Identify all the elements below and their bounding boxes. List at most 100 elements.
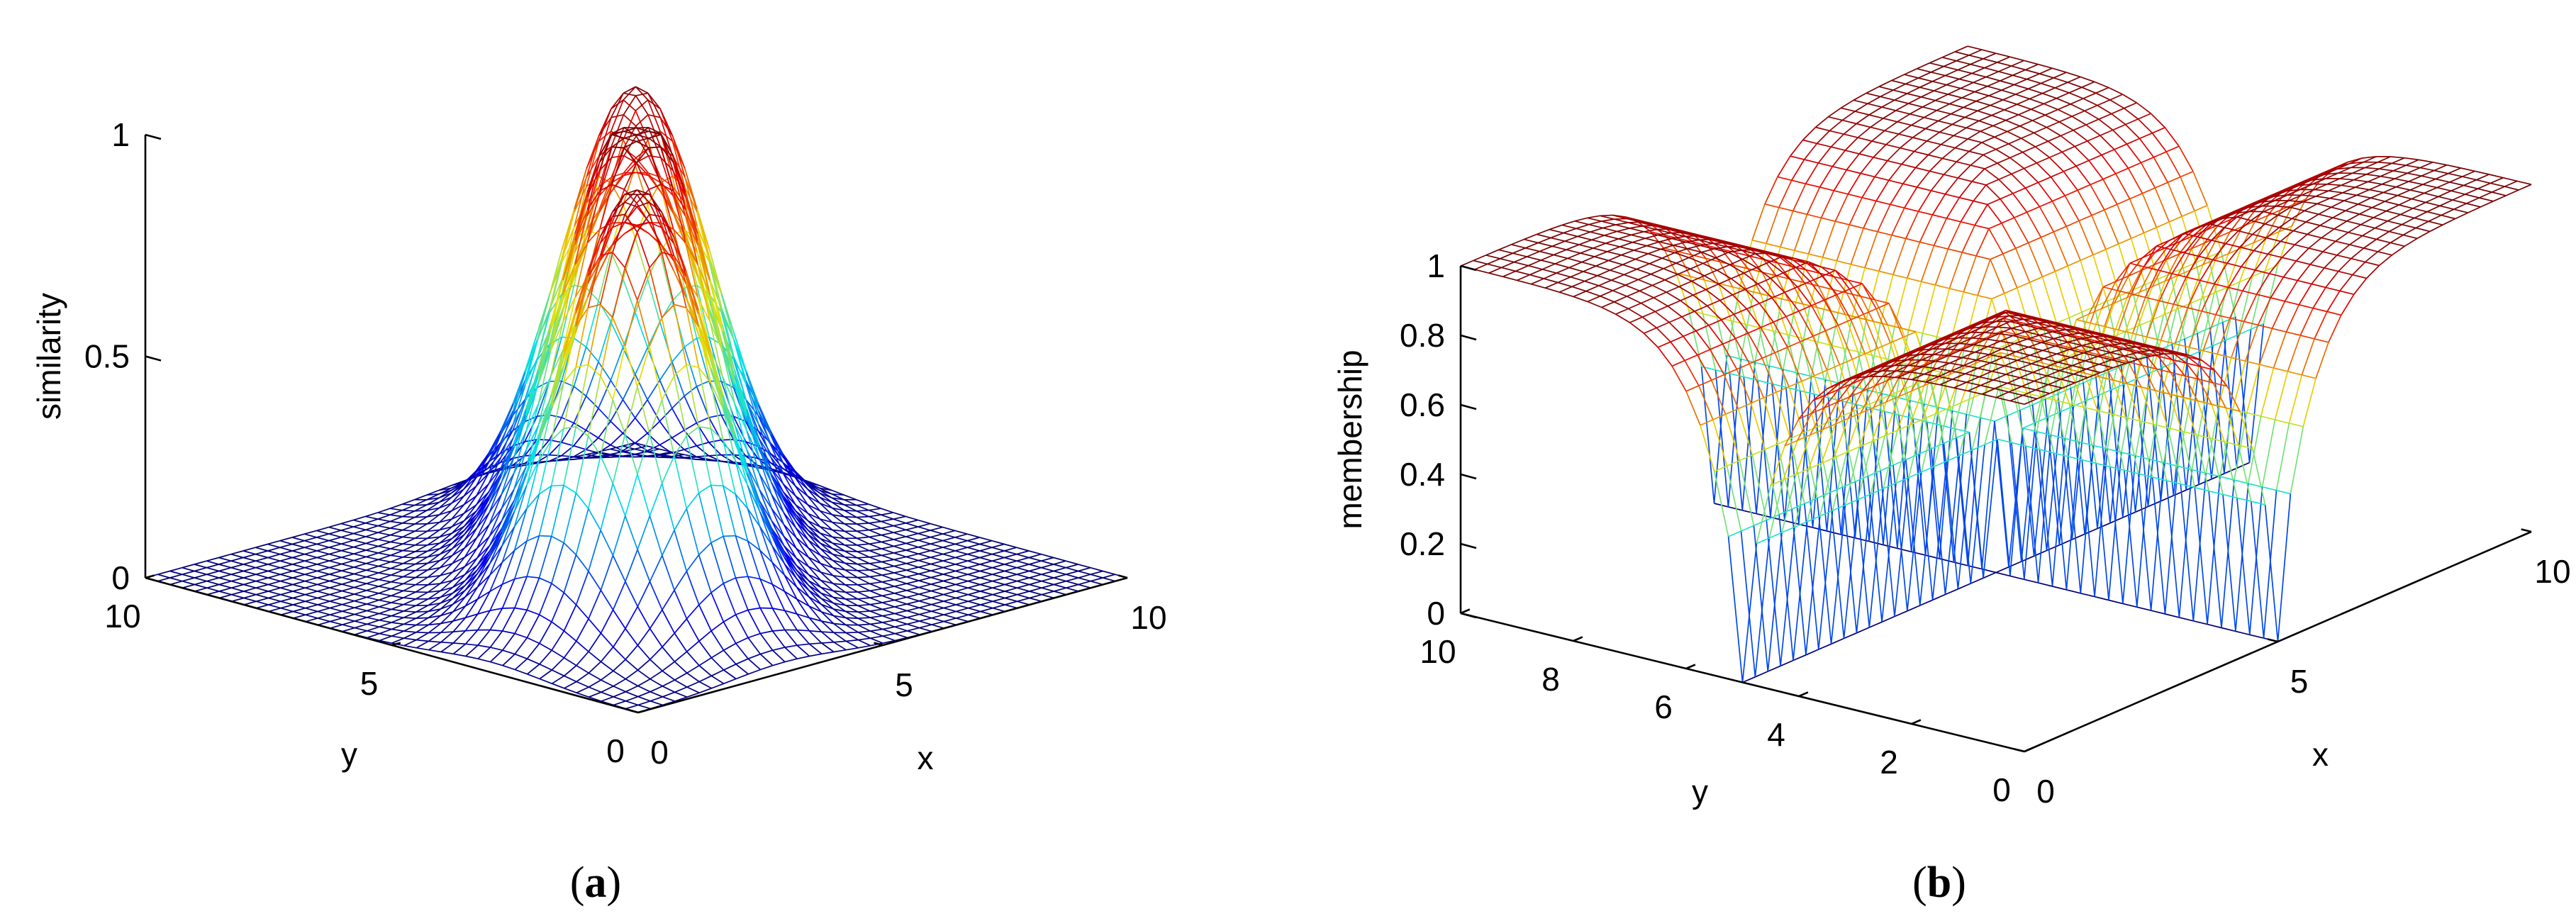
panel-a-mesh-segment [353,529,367,535]
panel-a-mesh-segment [869,603,883,610]
panel-a-mesh-segment [402,544,416,552]
panel-a-mesh-segment [206,587,220,592]
panel-a-mesh-segment [341,557,355,562]
panel-b-mesh-segment [1964,110,1978,118]
panel-a-mesh-segment [735,658,749,665]
panel-a-mesh-segment [561,423,575,443]
panel-a-mesh-segment [243,570,257,576]
panel-b-mesh-segment [2448,172,2463,177]
panel-b-mesh-segment [2188,264,2204,304]
panel-b-mesh-segment [2235,211,2250,214]
panel-a-mesh-segment [440,641,454,644]
panel-a-mesh-segment [956,610,969,616]
panel-a-mesh-segment [551,542,564,584]
panel-a-mesh-segment [905,556,919,562]
panel-a-mesh-segment [403,584,416,592]
panel-a-mesh-segment [870,622,883,625]
panel-a-mesh-segment [586,346,599,362]
panel-b-mesh-segment [1848,279,1863,284]
panel-b-mesh-segment [2048,157,2064,172]
panel-a-mesh-segment [452,605,466,613]
panel-a-mesh-segment [613,678,626,687]
panel-b-mesh-segment [1864,231,1878,268]
panel-a-mesh-segment [551,621,564,632]
panel-a-mesh-segment [784,610,798,631]
panel-a-mesh-segment [710,675,725,684]
panel-a-mesh-segment [490,629,503,632]
panel-a-mesh-segment [427,542,440,546]
panel-b-mesh-segment [1984,162,1998,169]
panel-b-mesh-segment [2181,210,2195,218]
panel-a-mesh-segment [243,564,256,569]
panel-b-mesh-segment [1995,566,2009,574]
panel-a-mesh-segment [403,605,416,612]
panel-b-mesh-segment [1877,204,1891,233]
panel-b-mesh-segment [1674,252,1690,259]
panel-a-mesh-segment [820,532,833,538]
panel-b-mesh-segment [2084,527,2098,535]
panel-b-mesh-segment [1743,376,1757,514]
panel-a-mesh-segment [525,382,539,432]
panel-b-mesh-segment [1460,259,1474,267]
panel-b-mesh-segment [2041,277,2058,323]
panel-a-mesh-segment [439,542,453,555]
panel-a-mesh-segment [955,583,969,589]
panel-b-mesh-segment [1781,256,1795,259]
panel-a-mesh-segment [366,589,379,594]
panel-a-mesh-segment [649,214,663,253]
panel-a-mesh-segment [869,588,883,592]
panel-b-mesh-segment [1961,97,1977,102]
panel-b-mesh-segment [2291,199,2307,227]
panel-b-mesh-segment [2004,109,2019,116]
panel-b-mesh-segment [2436,181,2450,189]
panel-a-mesh-segment [637,691,651,698]
panel-a-mesh-segment [795,527,809,549]
panel-a-mesh-segment [268,597,281,603]
panel-b-mesh-segment [2070,98,2084,105]
panel-b-mesh-segment [1952,123,1967,129]
panel-b-mesh-segment [1991,293,2005,300]
panel-a-mesh-segment [366,565,379,571]
panel-a-mesh-segment [820,598,834,610]
panel-b-mesh-segment [1601,218,1615,222]
panel-b-mesh-segment [2277,206,2291,216]
panel-b-mesh-segment [2047,359,2063,418]
panel-a-mesh-segment [403,598,416,605]
panel-b-mesh-segment [2463,184,2478,190]
panel-a-mesh-segment [365,525,379,531]
panel-b-mesh-segment [2394,172,2408,179]
panel-a-mesh-segment [758,410,771,445]
panel-b-mesh-segment [2264,231,2280,272]
panel-a-mesh-segment [711,669,724,677]
panel-a-mesh-segment [452,585,466,594]
panel-b-mesh-segment [1587,215,1600,219]
panel-b-mesh-segment [1917,186,1931,191]
panel-b-mesh-segment [1835,220,1850,225]
panel-b-mesh-segment [2109,94,2123,101]
panel-b-mesh-segment [1727,246,1741,251]
panel-a-mesh-segment [893,549,907,554]
panel-a-mesh-segment [403,624,417,632]
panel-a-mesh-segment [585,301,599,347]
panel-b-mesh-segment [1561,224,1577,230]
panel-b-mesh-segment [1901,328,1916,333]
panel-b-mesh-segment [1846,292,1861,318]
panel-b-mesh-segment [1790,279,1804,305]
panel-a-mesh-segment [367,619,380,625]
panel-a-mesh-segment [832,542,845,546]
panel-a-mesh-segment [403,576,416,579]
panel-b-mesh-segment [2054,271,2070,318]
panel-b-mesh-segment [2015,88,2029,95]
panel-a-mesh-segment [844,569,858,579]
panel-a-mesh-segment [526,577,540,610]
panel-a-mesh-segment [231,591,245,596]
panel-a-mesh-segment [772,661,786,666]
panel-a-mesh-segment [587,435,601,457]
panel-a-mesh-segment [391,610,404,617]
panel-b-mesh-segment [2095,86,2109,94]
panel-b-mesh-segment [2064,195,2080,221]
panel-b-mesh-segment [1984,168,2000,180]
panel-a-mesh-segment [366,599,379,605]
panel-a-mesh-segment [550,350,564,377]
panel-a-mesh-segment [623,135,637,157]
